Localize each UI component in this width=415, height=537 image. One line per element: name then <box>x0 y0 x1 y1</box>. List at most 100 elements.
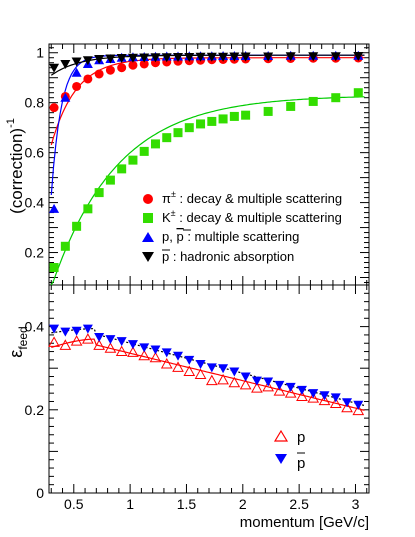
top-series-2-point <box>71 67 82 77</box>
top-series-3-point <box>218 52 229 62</box>
top-y-tick-label: 0.8 <box>25 95 45 111</box>
top-series-1-point <box>331 93 341 103</box>
top-series-1-point <box>117 164 127 174</box>
bottom-y-tick-label: 0 <box>36 485 44 501</box>
top-series-3-point <box>285 52 296 62</box>
top-series-3-point <box>308 52 319 62</box>
top-series-3-point <box>127 53 138 63</box>
top-series-1-point <box>72 221 82 231</box>
top-y-tick-label: 1 <box>36 45 44 61</box>
bottom-series-1-point <box>150 345 161 355</box>
bottom-series-1-point <box>71 326 82 336</box>
top-series-1-point <box>162 133 172 143</box>
bottom-ylabel: εfeed <box>6 326 30 357</box>
top-series-1-point <box>139 146 149 156</box>
top-series-1-point <box>83 204 93 214</box>
legend-marker-p <box>142 232 154 242</box>
legend-marker-pi <box>143 194 153 204</box>
top-series-3-point <box>94 54 105 64</box>
legend-entry-p: p, p : multiple scattering <box>162 229 299 244</box>
legend-entry-pi: π± : decay & multiple scattering <box>162 189 342 206</box>
bottom-series-0-point <box>93 339 105 350</box>
top-series-1-point <box>196 119 206 129</box>
top-series-3-point <box>263 52 274 62</box>
bottom-series-1-point <box>195 360 206 370</box>
x-tick-label: 2.5 <box>289 496 309 512</box>
bottom-series-1-point <box>251 376 262 386</box>
bottom-series-1-point <box>161 348 172 358</box>
bottom-series-1-point <box>274 380 285 390</box>
bottom-series-0-point <box>262 380 275 392</box>
top-series-0-point <box>105 65 115 75</box>
x-tick-label: 1 <box>126 496 134 512</box>
bottom-series-0-point <box>59 339 72 350</box>
top-series-0-point <box>72 81 82 91</box>
bottom-series-1-point <box>218 364 229 374</box>
top-series-3-point <box>161 53 172 63</box>
top-series-0-point <box>117 63 127 73</box>
top-series-1-point <box>173 128 183 138</box>
top-series-0-point <box>83 74 93 84</box>
bottom-ylabel-main: ε <box>6 350 26 358</box>
bottom-data-marks <box>48 324 365 416</box>
svg-text:(correction)-1: (correction)-1 <box>5 118 26 214</box>
bottom-series-1-point <box>173 351 184 361</box>
x-tick-label: 3 <box>352 496 360 512</box>
top-ylabel-sup: -1 <box>5 118 17 128</box>
top-series-1-point <box>241 110 251 120</box>
top-series-3-point <box>82 56 93 66</box>
top-series-1-point <box>128 155 138 165</box>
bottom-series-1-point <box>82 324 93 334</box>
bottom-series-0-point <box>341 401 353 413</box>
bottom-series-1-point <box>184 355 195 365</box>
bottom-series-0-point <box>48 336 60 347</box>
bottom-series-0-point <box>160 358 173 369</box>
top-series-3-point <box>49 63 60 73</box>
bottom-series-0-point <box>329 397 342 409</box>
bottom-series-0-point <box>205 374 218 386</box>
top-series-1-point <box>60 241 70 251</box>
top-series-1-point <box>308 96 318 106</box>
bottom-series-1-point <box>296 385 307 395</box>
x-tick-label: 1.5 <box>177 496 197 512</box>
top-series-2-point <box>60 92 71 102</box>
bottom-series-1-point <box>263 377 274 387</box>
top-y-tick-label: 0.2 <box>25 245 45 261</box>
top-series-1-point <box>353 88 363 98</box>
bottom-series-0-point <box>82 333 94 344</box>
svg-text:εfeed: εfeed <box>6 326 30 357</box>
bottom-series-0-point <box>183 365 196 377</box>
top-series-3-point <box>139 53 150 63</box>
bottom-series-1-point <box>342 398 353 408</box>
x-axis-label: momentum [GeV/c] <box>240 514 369 531</box>
bottom-series-1-point <box>139 343 150 353</box>
top-series-3-point <box>60 59 71 69</box>
legend-entry-pbar: p : hadronic absorption <box>162 249 294 264</box>
top-series-1-point <box>184 123 194 133</box>
bottom-series-1-point <box>330 393 341 403</box>
bottom-y-tick-label: 0.4 <box>25 319 45 335</box>
bottom-series-0-point <box>217 373 229 385</box>
bottom-series-0-point <box>104 342 117 353</box>
top-legend: π± : decay & multiple scattering K± : de… <box>142 189 342 264</box>
top-axis-ticks: 0.2 0.4 0.6 0.8 1 <box>25 44 369 285</box>
top-series-1-point <box>150 139 160 149</box>
top-series-3-point <box>330 52 341 62</box>
top-series-0-point <box>128 60 138 70</box>
top-series-1-point <box>207 116 217 126</box>
top-series-1-point <box>94 188 104 198</box>
legend-marker-k <box>143 213 153 223</box>
legend-entry-pbar-bottom: p <box>297 455 305 472</box>
x-tick-label: 0.5 <box>64 496 84 512</box>
bottom-series-1-point <box>206 363 217 373</box>
bottom-series-1-point <box>49 324 60 334</box>
x-tick-label: 2 <box>239 496 247 512</box>
bottom-series-1-point <box>60 327 71 337</box>
bottom-series-1-point <box>116 337 127 347</box>
legend-entry-p-bottom: p <box>297 429 305 446</box>
bottom-ylabel-sub: feed <box>16 326 30 349</box>
bottom-series-1-point <box>229 367 240 377</box>
bottom-series-0-point <box>228 376 241 388</box>
top-series-3-point <box>173 52 184 62</box>
